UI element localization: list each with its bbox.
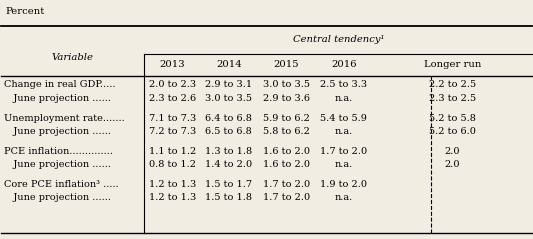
Text: 2013: 2013 xyxy=(159,60,185,69)
Text: 1.3 to 1.8: 1.3 to 1.8 xyxy=(205,147,252,156)
Text: 1.2 to 1.3: 1.2 to 1.3 xyxy=(149,194,196,202)
Text: 2.3 to 2.6: 2.3 to 2.6 xyxy=(149,94,196,103)
Text: 2.9 to 3.6: 2.9 to 3.6 xyxy=(263,94,310,103)
Text: Percent: Percent xyxy=(5,7,44,16)
Text: 7.2 to 7.3: 7.2 to 7.3 xyxy=(149,127,196,136)
Text: 6.5 to 6.8: 6.5 to 6.8 xyxy=(205,127,252,136)
Text: 0.8 to 1.2: 0.8 to 1.2 xyxy=(149,160,196,169)
Text: 1.6 to 2.0: 1.6 to 2.0 xyxy=(263,147,310,156)
Text: 3.0 to 3.5: 3.0 to 3.5 xyxy=(205,94,252,103)
Text: 1.7 to 2.0: 1.7 to 2.0 xyxy=(263,179,310,189)
Text: 2.5 to 3.3: 2.5 to 3.3 xyxy=(320,81,367,89)
Text: 2.2 to 2.5: 2.2 to 2.5 xyxy=(429,81,476,89)
Text: Unemployment rate.......: Unemployment rate....... xyxy=(4,114,125,123)
Text: 1.9 to 2.0: 1.9 to 2.0 xyxy=(320,179,367,189)
Text: n.a.: n.a. xyxy=(335,94,353,103)
Text: 2.9 to 3.1: 2.9 to 3.1 xyxy=(205,81,252,89)
Text: 2015: 2015 xyxy=(273,60,299,69)
Text: June projection ......: June projection ...... xyxy=(4,160,111,169)
Text: 7.1 to 7.3: 7.1 to 7.3 xyxy=(149,114,196,123)
Text: 3.0 to 3.5: 3.0 to 3.5 xyxy=(263,81,310,89)
Text: 1.1 to 1.2: 1.1 to 1.2 xyxy=(149,147,196,156)
Text: 2.0: 2.0 xyxy=(445,160,461,169)
Text: 2.3 to 2.5: 2.3 to 2.5 xyxy=(429,94,476,103)
Text: Longer run: Longer run xyxy=(424,60,481,69)
Text: 2014: 2014 xyxy=(216,60,241,69)
Text: 1.6 to 2.0: 1.6 to 2.0 xyxy=(263,160,310,169)
Text: Variable: Variable xyxy=(52,53,93,62)
Text: June projection ......: June projection ...... xyxy=(4,94,111,103)
Text: Core PCE inflation³ .....: Core PCE inflation³ ..... xyxy=(4,179,119,189)
Text: June projection ......: June projection ...... xyxy=(4,127,111,136)
Text: PCE inflation..............: PCE inflation.............. xyxy=(4,147,113,156)
Text: 2.0: 2.0 xyxy=(445,147,461,156)
Text: 5.2 to 5.8: 5.2 to 5.8 xyxy=(429,114,476,123)
Text: 5.4 to 5.9: 5.4 to 5.9 xyxy=(320,114,367,123)
Text: 5.8 to 6.2: 5.8 to 6.2 xyxy=(263,127,310,136)
Text: 1.7 to 2.0: 1.7 to 2.0 xyxy=(320,147,367,156)
Text: 1.5 to 1.7: 1.5 to 1.7 xyxy=(205,179,252,189)
Text: n.a.: n.a. xyxy=(335,194,353,202)
Text: 5.2 to 6.0: 5.2 to 6.0 xyxy=(429,127,476,136)
Text: 1.4 to 2.0: 1.4 to 2.0 xyxy=(205,160,252,169)
Text: June projection ......: June projection ...... xyxy=(4,194,111,202)
Text: Central tendency¹: Central tendency¹ xyxy=(293,35,384,44)
Text: n.a.: n.a. xyxy=(335,127,353,136)
Text: 1.2 to 1.3: 1.2 to 1.3 xyxy=(149,179,196,189)
Text: 5.9 to 6.2: 5.9 to 6.2 xyxy=(263,114,310,123)
Text: 2016: 2016 xyxy=(331,60,357,69)
Text: n.a.: n.a. xyxy=(335,160,353,169)
Text: 1.5 to 1.8: 1.5 to 1.8 xyxy=(205,194,252,202)
Text: 2.0 to 2.3: 2.0 to 2.3 xyxy=(149,81,196,89)
Text: 1.7 to 2.0: 1.7 to 2.0 xyxy=(263,194,310,202)
Text: Change in real GDP.....: Change in real GDP..... xyxy=(4,81,116,89)
Text: 6.4 to 6.8: 6.4 to 6.8 xyxy=(205,114,252,123)
